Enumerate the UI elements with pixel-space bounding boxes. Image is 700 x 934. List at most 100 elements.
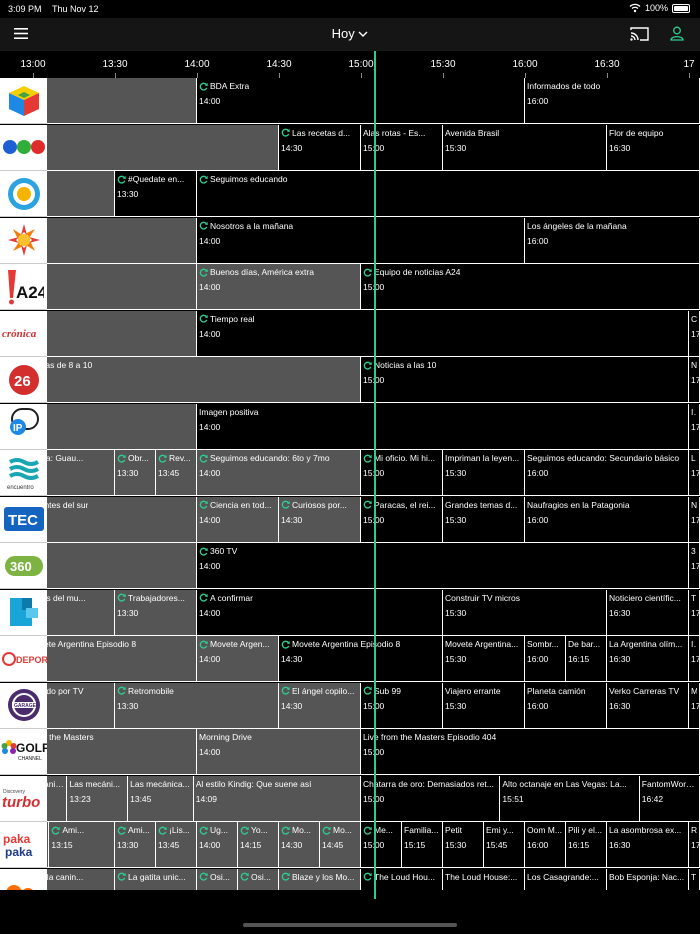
program-cell[interactable]: Equipo de noticias A24 15:00 — [361, 264, 700, 310]
program-cell[interactable] — [33, 217, 197, 264]
program-cell[interactable]: Seguimos educando: 6to y 7mo 14:00 — [197, 450, 361, 496]
program-cell[interactable]: Verko Carreras TV 16:30 — [607, 682, 689, 729]
program-cell[interactable]: The Loud House:... — [443, 868, 525, 890]
program-cell[interactable]: La asombrosa ex... 16:30 — [607, 822, 689, 868]
program-cell[interactable]: Movete Argen... 14:00 — [197, 636, 279, 682]
program-cell[interactable]: Viajero errante 15:30 — [443, 682, 525, 729]
program-cell[interactable]: Lxs p 17:00 — [689, 450, 700, 496]
program-cell[interactable]: Las recetas d... 14:30 — [279, 124, 361, 171]
program-cell[interactable]: Osi... — [197, 868, 238, 890]
program-cell[interactable] — [33, 124, 279, 171]
program-cell[interactable]: A confirmar 14:00 — [197, 589, 443, 636]
program-cell[interactable]: Ug... 14:00 — [197, 822, 238, 868]
channel-logo-america-icon[interactable] — [0, 217, 47, 264]
program-cell[interactable]: The L — [689, 868, 700, 890]
channel-logo-eltrece-icon[interactable] — [0, 124, 47, 171]
channel-logo-pakapaka-icon[interactable]: paka paka — [0, 822, 47, 868]
program-cell[interactable]: Obr... 13:30 — [115, 450, 156, 496]
program-cell[interactable]: Mo... 14:45 — [320, 822, 361, 868]
program-cell[interactable]: Tiempo real 14:00 — [197, 310, 689, 357]
program-cell[interactable]: Planeta camión 16:00 — [525, 682, 607, 729]
channel-logo-c26-icon[interactable]: 26 — [0, 357, 47, 403]
program-cell[interactable]: Emi y... 15:45 — [484, 822, 525, 868]
program-cell[interactable]: Notic 17:00 — [689, 496, 700, 543]
program-cell[interactable]: El ángel copilo... 14:30 — [279, 682, 361, 729]
program-cell[interactable]: 360 T 17:00 — [689, 543, 700, 589]
program-cell[interactable]: Las mecáni... 13:23 — [67, 775, 129, 822]
program-cell[interactable]: Movete Argentina Episodio 8 14:30 — [279, 636, 443, 682]
channel-logo-garage-icon[interactable]: GARAGE — [0, 682, 47, 729]
program-cell[interactable]: Seguimos educando — [197, 171, 700, 217]
program-cell[interactable]: Construir TV micros 15:30 — [443, 589, 607, 636]
program-cell[interactable]: Imagen positiva 14:00 — [197, 403, 689, 450]
program-cell[interactable]: #Quedate en... 13:30 — [115, 171, 197, 217]
program-cell[interactable]: Alto octanaje en Las Vegas: La... 15:51 — [500, 775, 640, 822]
program-cell[interactable]: Petit 15:30 — [443, 822, 484, 868]
program-cell[interactable]: Informados de todo 16:00 — [525, 78, 700, 124]
hamburger-menu-icon[interactable] — [14, 27, 28, 40]
program-cell[interactable]: gantes del sur — [33, 496, 197, 543]
program-cell[interactable]: Ami... 13:15 — [49, 822, 115, 868]
user-profile-icon[interactable] — [670, 26, 684, 41]
program-cell[interactable]: ¡Lis... 13:45 — [156, 822, 197, 868]
program-cell[interactable]: Oom M... 16:00 — [525, 822, 566, 868]
program-cell[interactable]: Morning Drive 14:00 — [197, 729, 361, 775]
channel-logo-encuentro-icon[interactable]: encuentro — [0, 450, 47, 496]
program-cell[interactable]: Noticias a las 10 15:00 — [361, 357, 689, 403]
program-cell[interactable]: Mo... 14:30 — [279, 822, 320, 868]
program-cell[interactable]: 360 TV 14:00 — [197, 543, 689, 589]
program-cell[interactable]: Bob Esponja: Nac... — [607, 868, 689, 890]
program-cell[interactable]: Las mecánica... 13:45 — [128, 775, 194, 822]
channel-logo-golf-icon[interactable]: GOLF CHANNEL — [0, 729, 47, 775]
channel-logo-a24-icon[interactable]: A24 — [0, 264, 47, 310]
program-cell[interactable]: Me... 15:00 — [361, 822, 402, 868]
program-cell[interactable]: trulla canin... — [33, 868, 115, 890]
channel-logo-nick-icon[interactable] — [0, 868, 47, 890]
program-cell[interactable]: Noticiero científic... 16:30 — [607, 589, 689, 636]
program-cell[interactable] — [33, 264, 197, 310]
program-cell[interactable]: Seguimos educando: Secundario básico 16:0… — [525, 450, 689, 496]
program-cell[interactable]: Al estilo Kindig: Que suene así 14:09 — [193, 775, 361, 822]
program-cell[interactable]: Robo 17:00 — [689, 822, 700, 868]
channel-logo-deportv-icon[interactable]: DEPORTV — [0, 636, 47, 682]
channel-logo-tec-icon[interactable]: TEC — [0, 496, 47, 543]
program-cell[interactable]: Los Casagrande:... — [525, 868, 607, 890]
program-cell[interactable]: Sombr... 16:00 — [525, 636, 566, 682]
program-cell[interactable]: Flor de equipo 16:30 — [607, 124, 700, 171]
program-cell[interactable]: Avenida Brasil 15:30 — [443, 124, 607, 171]
program-cell[interactable]: Ciencia en tod... 14:00 — [197, 496, 279, 543]
program-cell[interactable]: The Loud Hou... — [361, 868, 443, 890]
channel-logo-ip-icon[interactable]: IP — [0, 403, 47, 450]
program-cell[interactable]: om the Masters — [33, 729, 197, 775]
program-cell[interactable]: IronM 17:00 — [689, 636, 700, 682]
program-cell[interactable]: Rev... 13:45 — [156, 450, 197, 496]
program-cell[interactable]: De bar... 16:15 — [566, 636, 607, 682]
program-cell[interactable] — [33, 310, 197, 357]
program-cell[interactable]: IP No 17:00 — [689, 403, 700, 450]
day-selector-button[interactable]: Hoy — [332, 26, 369, 41]
program-cell[interactable]: Naufragios en la Patagonia 16:00 — [525, 496, 689, 543]
program-cell[interactable]: Los ángeles de la mañana 16:00 — [525, 217, 700, 264]
channel-logo-telefe-icon[interactable] — [0, 78, 47, 124]
program-cell[interactable]: Impriman la leyen... 15:30 — [443, 450, 525, 496]
program-cell[interactable]: Pili y el... 16:15 — [566, 822, 607, 868]
program-cell[interactable]: Movete Argentina... 15:30 — [443, 636, 525, 682]
program-cell[interactable]: ovete Argentina Episodio 8 — [33, 636, 197, 682]
channel-logo-360-icon[interactable]: 360 — [0, 543, 47, 589]
channel-logo-cronica-icon[interactable]: crónica — [0, 310, 47, 357]
program-cell[interactable]: Retromobile 13:30 — [115, 682, 279, 729]
program-cell[interactable]: Yo... 14:15 — [238, 822, 279, 868]
program-cell[interactable]: La gatita unic... — [115, 868, 197, 890]
program-cell[interactable]: ticias de 8 a 10 — [33, 357, 361, 403]
channel-logo-turbo-icon[interactable]: Discovery turbo — [0, 775, 47, 822]
program-cell[interactable]: Curiosos por... 14:30 — [279, 496, 361, 543]
program-cell[interactable]: Buenos días, América extra 14:00 — [197, 264, 361, 310]
program-cell[interactable] — [33, 543, 197, 589]
program-cell[interactable]: FantomWorks: Un 16:42 — [639, 775, 700, 822]
program-cell[interactable]: Notic 17:00 — [689, 357, 700, 403]
program-cell[interactable]: Chatarra de oro: Demasiados ret... 15:00 — [361, 775, 501, 822]
program-cell[interactable] — [33, 403, 197, 450]
program-cell[interactable]: Trabajadores... 13:30 — [115, 589, 197, 636]
program-cell[interactable]: La Argentina olím... 16:30 — [607, 636, 689, 682]
program-cell[interactable]: Live from the Masters Episodio 404 15:00 — [361, 729, 700, 775]
